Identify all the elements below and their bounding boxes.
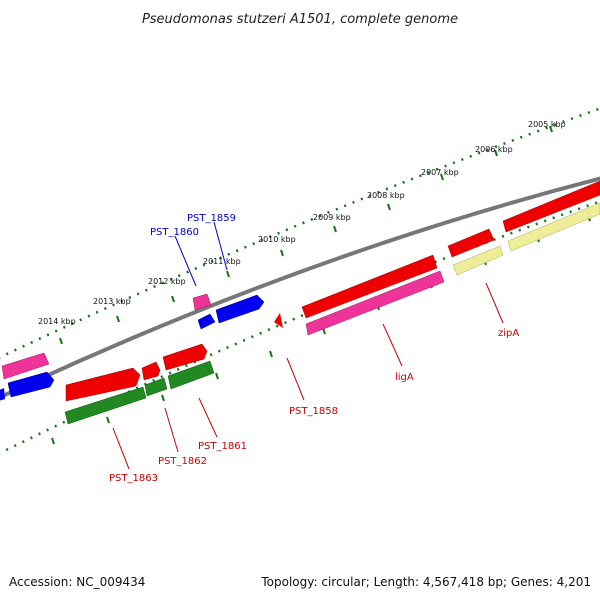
ruler-label-2009: 2009 kbp [313, 213, 351, 222]
feature-blue-mid[interactable] [215, 294, 265, 324]
ruler-label-2014: 2014 kbp [38, 317, 76, 326]
feature-blue-edge[interactable] [0, 388, 5, 402]
feature-blue-left[interactable] [7, 371, 55, 398]
ruler-label-2008: 2008 kbp [367, 191, 405, 200]
feature-pst1860[interactable] [197, 313, 216, 330]
feature-yellow-right[interactable] [507, 202, 600, 252]
genome-backbone [0, 176, 600, 400]
gene-label-pst1862[interactable]: PST_1862 [158, 456, 207, 467]
feature-magenta-left[interactable] [1, 352, 50, 380]
feature-pst1862[interactable] [141, 361, 161, 381]
gene-label-pst1859[interactable]: PST_1859 [187, 213, 236, 224]
outer-ruler-arc [0, 107, 600, 359]
gene-label-pst1860[interactable]: PST_1860 [150, 227, 199, 238]
feature-green-left[interactable] [64, 386, 147, 425]
gene-label-pst1861[interactable]: PST_1861 [198, 441, 247, 452]
ruler-label-2006: 2006 kbp [475, 145, 513, 154]
feature-red-short[interactable] [447, 228, 495, 258]
feature-pst1861[interactable] [162, 343, 208, 371]
ruler-label-2010: 2010 kbp [258, 235, 296, 244]
ruler-label-2007: 2007 kbp [421, 168, 459, 177]
accession-text: Accession: NC_009434 [9, 575, 145, 589]
feature-zipa[interactable] [452, 245, 504, 276]
genome-summary-text: Topology: circular; Length: 4,567,418 bp… [260, 575, 591, 589]
gene-label-pst1863[interactable]: PST_1863 [109, 473, 158, 484]
ruler-label-2013: 2013 kbp [93, 297, 131, 306]
label-leaders [112, 221, 504, 470]
feature-red-right[interactable] [502, 180, 600, 233]
feature-green-mid[interactable] [167, 360, 215, 390]
map-title: Pseudomonas stutzeri A1501, complete gen… [142, 12, 458, 27]
ruler-label-2012: 2012 kbp [148, 277, 186, 286]
gene-label-pst1858[interactable]: PST_1858 [289, 406, 338, 417]
feature-pst1859[interactable] [192, 293, 212, 311]
gene-label-zipa[interactable]: zipA [498, 328, 519, 339]
gene-label-liga[interactable]: ligA [395, 372, 414, 383]
feature-red-large[interactable] [301, 254, 438, 319]
feature-pst1858[interactable] [274, 313, 283, 328]
feature-green-small[interactable] [144, 377, 168, 397]
ruler-label-2005: 2005 kbp [528, 120, 566, 129]
ruler-label-2011: 2011 kbp [203, 257, 241, 266]
outer-major-ticks [59, 125, 553, 345]
feature-pst1863[interactable] [65, 367, 141, 402]
feature-liga[interactable] [305, 270, 445, 336]
